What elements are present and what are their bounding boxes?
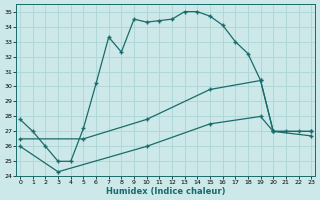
X-axis label: Humidex (Indice chaleur): Humidex (Indice chaleur)	[106, 187, 225, 196]
